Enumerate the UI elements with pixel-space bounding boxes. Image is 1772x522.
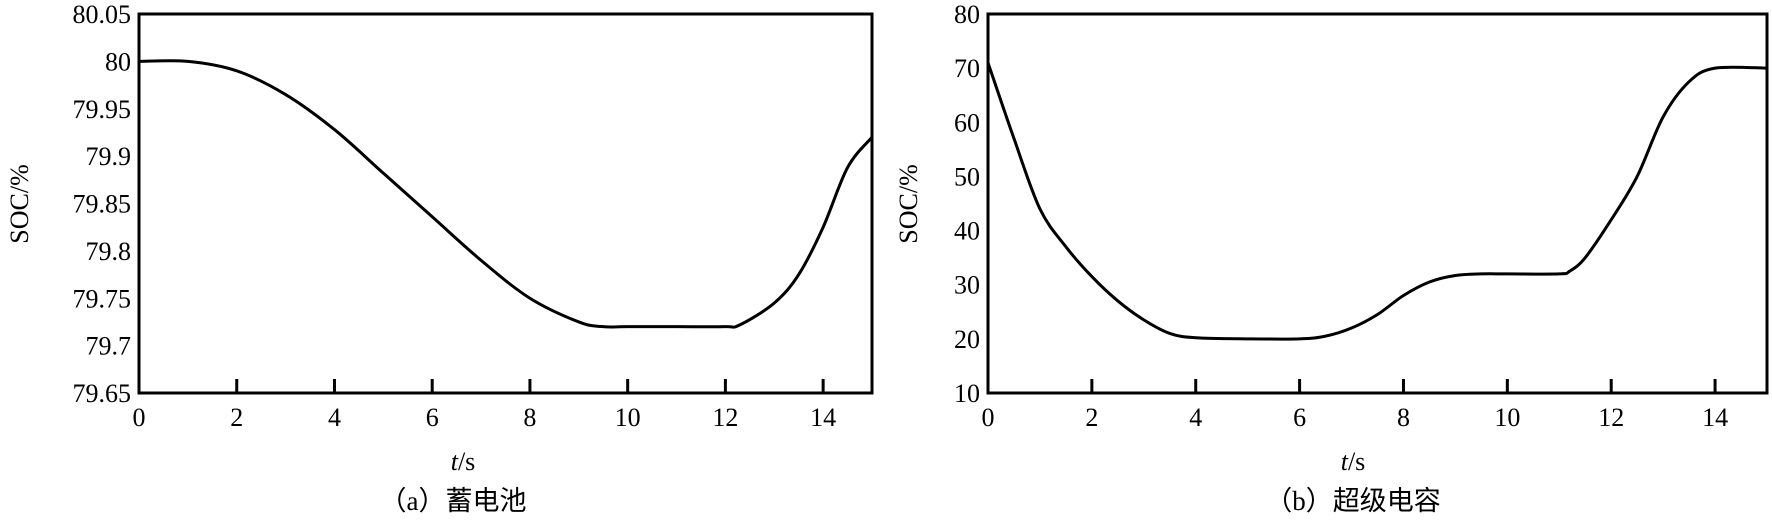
panel-a-caption: （a）蓄电池 xyxy=(380,486,527,516)
panel-a-x-axis-var: t xyxy=(451,447,459,476)
panel-a-x-ticks: 0 2 4 6 8 10 12 14 xyxy=(133,379,836,432)
panel-b-x-axis-title: t/s xyxy=(1341,447,1366,476)
panel-b-x-tick-label: 14 xyxy=(1702,403,1728,432)
panel-a-battery: 0 2 4 6 8 10 12 14 79.6579.779.7579.879.8579.97… xyxy=(5,0,874,516)
panel-a-y-tick-label: 80.05 xyxy=(73,0,132,29)
panel-b-x-tick-label: 4 xyxy=(1189,403,1202,432)
panel-a-y-tick-label: 79.9 xyxy=(86,142,132,171)
panel-b-x-axis-var: t xyxy=(1341,447,1349,476)
panel-b-y-tick-label: 40 xyxy=(954,217,980,246)
panel-a-x-tick-label: 4 xyxy=(328,403,341,432)
panel-b-supercapacitor: 0 2 4 6 8 10 12 14 10 20 30 40 50 60 70 80 SOC/% t/s （… xyxy=(894,0,1769,516)
panel-a-y-tick-label: 79.65 xyxy=(73,379,132,408)
panel-b-y-ticks: 10 20 30 40 50 60 70 80 xyxy=(954,0,980,408)
panel-a-x-tick-label: 14 xyxy=(810,403,836,432)
panel-a-y-tick-label: 80 xyxy=(105,47,131,76)
panel-a-y-tick-label: 79.95 xyxy=(73,95,132,124)
panel-b-x-tick-label: 2 xyxy=(1085,403,1098,432)
panel-b-caption: （b）超级电容 xyxy=(1265,486,1441,516)
panel-b-series xyxy=(986,62,1768,341)
panel-a-soc-line xyxy=(138,59,874,329)
panel-b-x-axis-unit: /s xyxy=(1348,447,1365,476)
panel-a-x-tick-label: 6 xyxy=(426,403,439,432)
panel-b-y-tick-label: 70 xyxy=(954,54,980,83)
panel-a-y-axis-title: SOC/% xyxy=(5,164,34,243)
panel-b-y-tick-label: 20 xyxy=(954,325,980,354)
panel-a-x-tick-label: 10 xyxy=(615,403,641,432)
panel-b-y-tick-label: 60 xyxy=(954,108,980,137)
panel-b-y-tick-label: 50 xyxy=(954,162,980,191)
panel-a-y-tick-label: 79.7 xyxy=(86,332,132,361)
panel-a-y-tick-label: 79.75 xyxy=(73,284,132,313)
panel-a-plot-frame xyxy=(137,12,874,395)
panel-b-soc-line xyxy=(986,62,1768,341)
panel-a-x-axis-unit: /s xyxy=(458,447,475,476)
panel-a-series xyxy=(138,59,874,329)
panel-a-x-tick-label: 2 xyxy=(230,403,243,432)
panel-a-x-axis-title: t/s xyxy=(451,447,476,476)
panel-a-x-tick-label: 12 xyxy=(712,403,738,432)
panel-b-y-tick-label: 80 xyxy=(954,0,980,29)
panel-a-x-tick-label: 8 xyxy=(523,403,536,432)
panel-b-y-tick-label: 30 xyxy=(954,271,980,300)
panel-a-y-ticks: 79.65 79.7 79.75 79.8 79.85 79.9 79.95 80 80.05 xyxy=(73,0,132,408)
panel-b-y-tick-label: 10 xyxy=(954,379,980,408)
panel-b-plot-frame xyxy=(986,12,1769,395)
panel-b-x-tick-label: 6 xyxy=(1293,403,1306,432)
panel-b-x-tick-label: 0 xyxy=(982,403,995,432)
panel-a-y-tick-label: 79.85 xyxy=(73,190,132,219)
panel-b-x-tick-label: 8 xyxy=(1397,403,1410,432)
panel-a-y-tick-label: 79.8 xyxy=(86,237,132,266)
panel-b-x-tick-label: 12 xyxy=(1598,403,1624,432)
panel-b-x-tick-label: 10 xyxy=(1494,403,1520,432)
panel-a-x-tick-label: 0 xyxy=(133,403,146,432)
panel-b-y-axis-title: SOC/% xyxy=(894,164,923,243)
panel-b-x-ticks: 0 2 4 6 8 10 12 14 xyxy=(982,379,1728,432)
